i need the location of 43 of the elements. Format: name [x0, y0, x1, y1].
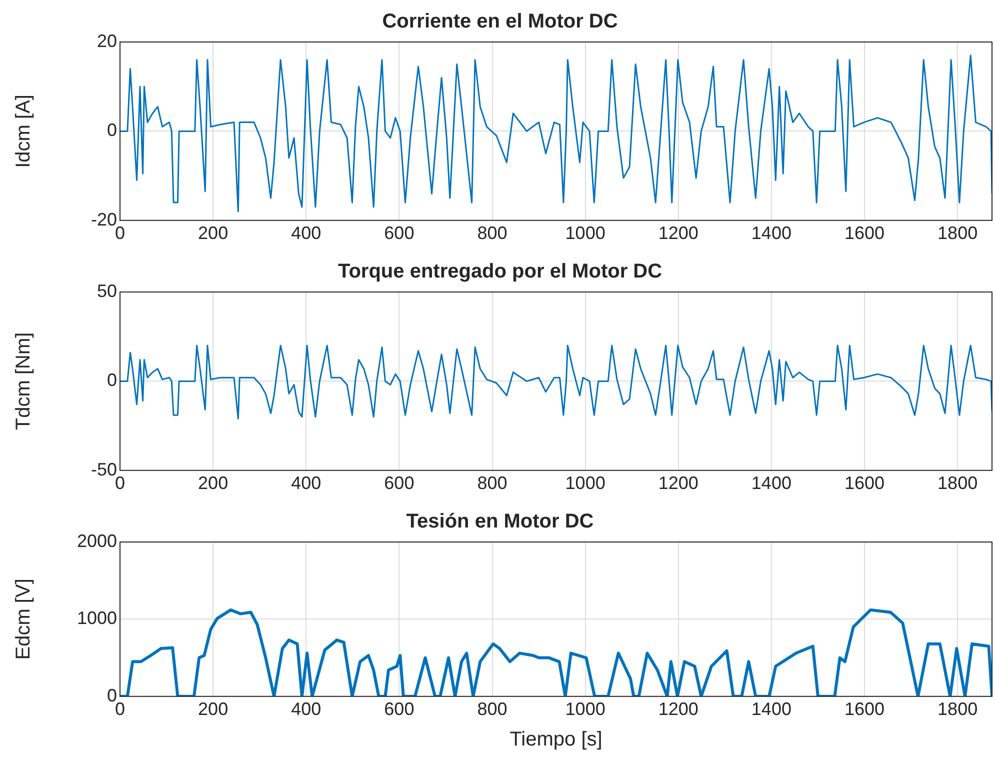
- x-tick-label: 600: [384, 473, 414, 494]
- x-tick-label: 400: [291, 223, 322, 244]
- y-tick-label: -50: [90, 459, 117, 480]
- x-tick-label: 1400: [751, 473, 792, 494]
- y-axis-title: Idcm [A]: [12, 94, 35, 168]
- x-tick-label: 200: [198, 699, 228, 720]
- chart-title: Tesión en Motor DC: [406, 510, 594, 533]
- chart-title: Corriente en el Motor DC: [382, 10, 618, 33]
- x-tick-label: 1600: [844, 699, 885, 720]
- x-tick-label: 400: [291, 699, 322, 720]
- x-tick-label: 1200: [658, 699, 698, 720]
- y-axis-title: Edcm [V]: [12, 578, 35, 660]
- x-tick-label: 1600: [844, 223, 885, 244]
- y-tick-label: 2000: [76, 530, 117, 551]
- x-tick-label: 600: [384, 699, 414, 720]
- x-tick-label: 200: [198, 223, 228, 244]
- x-tick-label: 1200: [658, 473, 698, 494]
- y-tick-label: 50: [96, 280, 117, 301]
- x-tick-label: 800: [477, 223, 508, 244]
- x-tick-label: 1000: [565, 223, 606, 244]
- x-tick-label: 200: [198, 473, 228, 494]
- x-axis-title: Tiempo [s]: [510, 728, 602, 751]
- y-tick-label: -20: [90, 209, 117, 230]
- x-tick-label: 1200: [658, 223, 698, 244]
- y-tick-label: 1000: [76, 608, 117, 628]
- x-tick-label: 400: [291, 473, 322, 494]
- x-tick-label: 1400: [751, 223, 792, 244]
- x-tick-label: 800: [477, 699, 508, 720]
- x-tick-label: 1000: [565, 699, 606, 720]
- x-tick-label: 1600: [844, 473, 885, 494]
- y-tick-label: 20: [96, 30, 117, 51]
- chart-title: Torque entregado por el Motor DC: [338, 260, 662, 283]
- x-tick-label: 1000: [565, 473, 606, 494]
- x-tick-label: 800: [477, 473, 508, 494]
- x-tick-label: 1400: [751, 699, 792, 720]
- y-tick-label: 0: [106, 685, 117, 706]
- y-axis-title: Tdcm [Nm]: [12, 332, 35, 430]
- x-tick-label: 600: [384, 223, 414, 244]
- x-tick-label: 1800: [938, 473, 978, 494]
- x-tick-label: 1800: [938, 699, 978, 720]
- x-tick-label: 1800: [938, 223, 978, 244]
- y-tick-label: 0: [106, 370, 117, 390]
- y-tick-label: 0: [106, 120, 117, 140]
